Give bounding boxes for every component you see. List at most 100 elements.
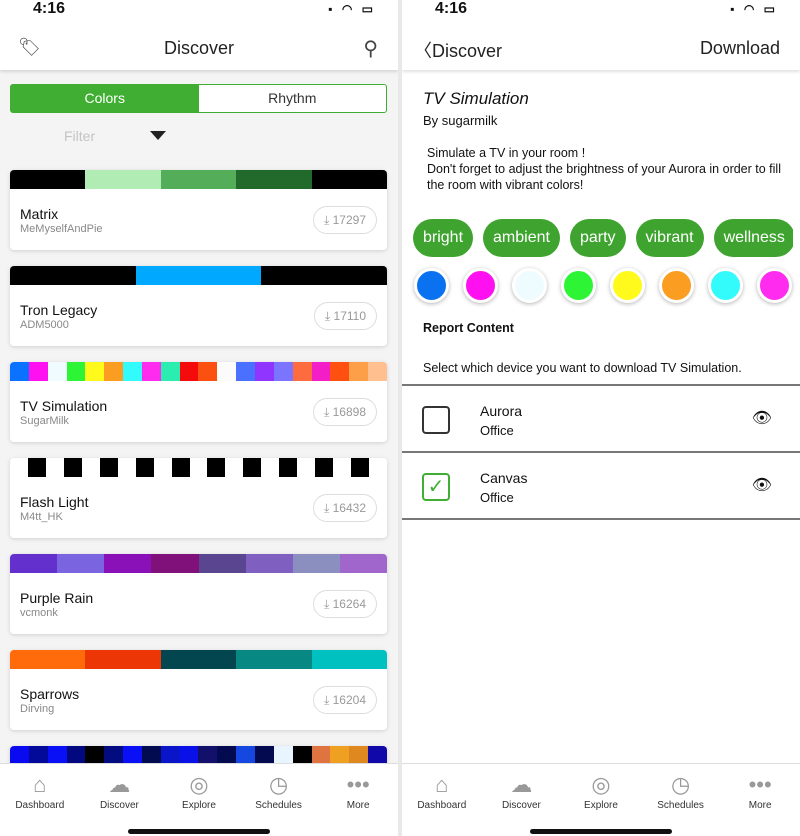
color-swatch: [85, 650, 161, 669]
search-icon[interactable]: ⚲: [363, 38, 378, 60]
tag-chip[interactable]: vibrant: [635, 219, 704, 257]
tab-label: Schedules: [657, 800, 704, 811]
scene-card[interactable]: Purple Rain vcmonk ⤓ 16264: [10, 554, 387, 634]
color-swatch: [330, 746, 350, 765]
tab-more[interactable]: ••• More: [720, 764, 800, 836]
tag-chip[interactable]: bright: [413, 219, 474, 257]
color-swatch: [160, 650, 237, 669]
color-swatch: [104, 362, 124, 381]
color-swatch: [292, 746, 312, 765]
color-swatch: [207, 458, 226, 477]
report-content-link[interactable]: Report Content: [423, 321, 514, 335]
eye-icon[interactable]: 👁︎: [751, 477, 772, 494]
tab-schedules[interactable]: ◷ Schedules: [239, 764, 319, 836]
scene-detail-screen: 4:16 ▪ ◠ ▭ 〈Discover Download TV Simulat…: [402, 0, 800, 836]
color-swatch: [217, 746, 237, 765]
device-row[interactable]: ✓ Canvas Office 👁︎: [402, 453, 800, 519]
download-count: 16264: [332, 597, 366, 611]
status-icons: ▪ ◠ ▭: [328, 2, 376, 16]
scene-card[interactable]: Flash Light M4tt_HK ⤓ 16432: [10, 458, 387, 538]
color-swatch: [351, 458, 370, 477]
color-swatch: [330, 362, 350, 381]
tag-chip[interactable]: wellness: [713, 219, 793, 257]
divider: [398, 0, 402, 836]
chevron-down-icon[interactable]: [150, 131, 166, 140]
status-time: 4:16: [435, 0, 468, 17]
color-dot: [757, 268, 792, 303]
divider: [402, 518, 800, 520]
color-dot: [561, 268, 596, 303]
device-checkbox[interactable]: [422, 406, 450, 434]
back-button[interactable]: 〈Discover: [414, 37, 502, 63]
tab-discover[interactable]: ☁ Discover: [80, 764, 160, 836]
color-swatch: [153, 458, 172, 477]
color-swatch: [141, 746, 161, 765]
scene-author: Dirving: [20, 703, 55, 715]
download-count-button[interactable]: ⤓ 16898: [312, 398, 377, 426]
device-row[interactable]: Aurora Office 👁︎: [402, 386, 800, 452]
tab-discover[interactable]: ☁ Discover: [482, 764, 562, 836]
device-checkbox[interactable]: ✓: [422, 473, 450, 501]
tag-chip[interactable]: party: [569, 219, 626, 257]
color-swatch: [85, 170, 161, 189]
nav-header: 〈Discover Download: [402, 30, 800, 70]
scene-card[interactable]: Tron Legacy ADM5000 ⤓ 17110: [10, 266, 387, 346]
tab-more[interactable]: ••• More: [318, 764, 398, 836]
tab-label: Dashboard: [417, 800, 467, 811]
color-swatch: [225, 458, 244, 477]
color-swatch: [171, 458, 190, 477]
tab-dashboard[interactable]: ⌂ Dashboard: [402, 764, 482, 836]
color-strip: [10, 170, 387, 189]
color-swatch: [47, 746, 67, 765]
color-swatch: [292, 362, 312, 381]
color-strip: [10, 746, 387, 765]
color-swatch: [104, 746, 124, 765]
device-name: Canvas: [480, 470, 528, 486]
download-count-button[interactable]: ⤓ 17110: [313, 302, 377, 330]
scene-author: By sugarmilk: [423, 113, 498, 128]
status-time: 4:16: [33, 0, 66, 17]
color-swatch: [28, 362, 48, 381]
tag-icon[interactable]: 🏷︎: [18, 37, 41, 57]
color-dot: [610, 268, 645, 303]
tab-bar: ⌂ Dashboard ☁ Discover ◎ Explore ◷ Schedules •••…: [0, 763, 398, 836]
color-palette: [414, 268, 792, 303]
color-swatch: [104, 554, 152, 573]
tab-rhythm[interactable]: Rhythm: [268, 90, 317, 106]
tag-list: bright ambient party vibrant wellness: [413, 219, 793, 257]
scene-card[interactable]: Matrix MeMyselfAndPie ⤓ 17297: [10, 170, 387, 250]
color-swatch: [10, 746, 29, 765]
color-swatch: [179, 362, 199, 381]
tab-label: More: [748, 800, 772, 811]
tab-explore[interactable]: ◎ Explore: [561, 764, 641, 836]
tag-chip[interactable]: ambient: [483, 219, 560, 257]
download-count: 16432: [332, 501, 366, 515]
back-label: Discover: [432, 41, 503, 61]
tab-colors[interactable]: Colors: [11, 85, 199, 112]
color-swatch: [189, 458, 208, 477]
download-button[interactable]: Download: [699, 38, 780, 58]
color-swatch: [85, 746, 105, 765]
download-count-button[interactable]: ⤓ 16432: [312, 494, 377, 522]
scene-card[interactable]: TV Simulation SugarMilk ⤓ 16898: [10, 362, 387, 442]
check-icon: ✓: [427, 476, 445, 498]
select-device-text: Select which device you want to download…: [423, 361, 742, 375]
color-swatch: [273, 746, 293, 765]
download-count-button[interactable]: ⤓ 17297: [312, 206, 377, 234]
house-icon: ⌂: [435, 772, 449, 797]
tab-schedules[interactable]: ◷ Schedules: [641, 764, 721, 836]
scene-card[interactable]: Sparrows Dirving ⤓ 16204: [10, 650, 387, 730]
color-swatch: [349, 746, 369, 765]
clock-icon: ◷: [268, 772, 289, 797]
nav-header: 🏷︎ Discover ⚲: [0, 30, 398, 70]
color-swatch: [160, 170, 237, 189]
download-count-button[interactable]: ⤓ 16264: [312, 590, 377, 618]
color-dot: [659, 268, 694, 303]
color-swatch: [279, 458, 298, 477]
filter-dropdown[interactable]: Filter: [64, 128, 96, 144]
download-count-button[interactable]: ⤓ 16204: [312, 686, 377, 714]
eye-icon[interactable]: 👁︎: [751, 410, 772, 427]
tab-explore[interactable]: ◎ Explore: [159, 764, 239, 836]
scene-description: Simulate a TV in your room ! Don't forge…: [427, 146, 781, 192]
tab-dashboard[interactable]: ⌂ Dashboard: [0, 764, 80, 836]
